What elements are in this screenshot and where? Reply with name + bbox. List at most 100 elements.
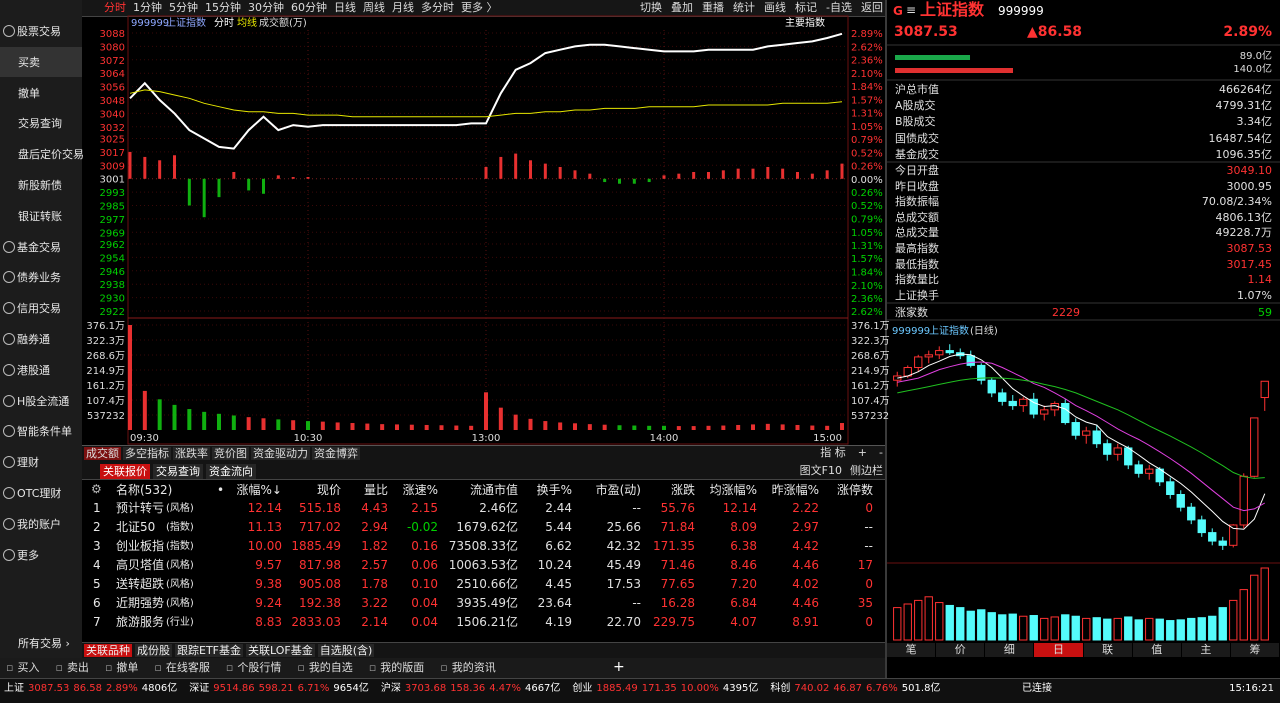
bottom-tab[interactable]: 关联品种 [84,644,132,657]
row-name[interactable]: 预计转亏 [116,501,165,515]
column-header[interactable]: 市盈(动) [595,483,641,497]
volume-bar [617,425,622,430]
menu-item[interactable]: 盘后定价交易 [18,148,84,162]
menu-item[interactable]: 基金交易 [17,240,61,254]
tool-button[interactable]: 统计 [733,1,756,14]
indicator-tab[interactable]: 成交额 [84,447,121,460]
action[interactable]: ▫ 我的版面 [369,662,424,673]
tool-button[interactable]: 画线 [764,1,787,14]
column-header[interactable]: 涨速% [402,483,438,497]
menu-item[interactable]: OTC理财 [17,487,62,500]
indicator-tool[interactable]: + [857,446,868,459]
row-name[interactable]: 旅游服务 [116,615,165,629]
tool-button[interactable]: 切换 [640,1,663,14]
indicator-tab[interactable]: 资金驱动力 [251,447,310,460]
indicator-tab[interactable]: 多空指标 [123,447,171,460]
column-header[interactable]: 涨跌 [670,483,695,497]
bottom-tab[interactable]: 自选股(含) [317,644,375,657]
daily-tab[interactable]: 日 [1034,643,1083,657]
bottom-tab[interactable]: 跟踪ETF基金 [175,644,243,657]
menu-item[interactable]: 理财 [17,456,39,470]
period-tab[interactable]: 分时 [104,1,126,14]
menu-item[interactable]: 银证转账 [18,209,62,223]
period-tab[interactable]: 月线 [392,1,414,14]
menu-item[interactable]: 新股新债 [18,179,62,192]
add-button[interactable]: + [613,659,625,675]
table-tool[interactable]: 图文F10 [799,464,842,477]
daily-tab[interactable]: 主 [1181,643,1230,657]
column-header[interactable]: 流通市值 [469,483,518,497]
menu-footer[interactable]: 所有交易 › [18,637,70,650]
menu-item[interactable]: 智能条件单 [17,425,72,439]
action[interactable]: ▫ 我的资讯 [440,662,495,673]
row-name[interactable]: 近期强势 [116,596,165,610]
period-tab[interactable]: 5分钟 [169,1,198,14]
tool-button[interactable]: 标记 [795,1,818,14]
row-name[interactable]: 北证50 [116,520,156,534]
action[interactable]: ▫ 买入 [6,662,39,673]
menu-item[interactable]: 股票交易 [17,25,61,38]
column-header[interactable]: 均涨幅% [709,483,757,497]
menu-item[interactable]: 买卖 [18,55,40,69]
daily-tab[interactable]: 细 [985,643,1034,657]
tool-button[interactable]: 叠加 [671,1,694,14]
table-tool[interactable]: 侧边栏 [850,464,883,477]
tool-button[interactable]: -自选 [826,1,852,14]
period-tab[interactable]: 多分时 [421,1,454,14]
table-tab[interactable]: 资金流向 [206,464,256,479]
menu-item[interactable]: 债券业务 [17,271,61,285]
menu-item[interactable]: 更多 [17,548,39,562]
row-name[interactable]: 送转超跌 [116,577,165,591]
column-header[interactable]: 换手% [536,483,572,497]
indicator-tool[interactable]: - [879,446,883,459]
table-cell: 6.62 [545,539,572,553]
menu-item[interactable]: 融券通 [17,333,50,346]
action[interactable]: ▫ 我的自选 [297,662,352,673]
action[interactable]: ▫ 撤单 [105,662,138,673]
column-header[interactable]: 量比 [363,483,388,497]
column-header[interactable]: • [217,483,225,497]
menu-item[interactable]: 我的账户 [17,517,61,531]
menu-item[interactable]: 信用交易 [17,302,61,316]
tool-button[interactable]: 返回 [861,1,883,14]
action[interactable]: ▫ 个股行情 [226,662,281,673]
candle-body [1113,447,1122,455]
table-tab[interactable]: 交易查询 [153,464,203,479]
indicator-tab[interactable]: 竞价图 [212,447,249,460]
daily-tab[interactable]: 筹 [1230,643,1279,657]
action[interactable]: ▫ 在线客服 [154,662,209,673]
menu-item[interactable]: H股全流通 [17,394,70,408]
period-tab[interactable]: 更多 〉 [461,1,498,14]
daily-tab[interactable]: 价 [936,643,985,657]
indicator-tab[interactable]: 资金博弈 [312,447,360,460]
column-header[interactable]: 现价 [316,483,341,497]
menu-item[interactable]: 港股通 [17,363,50,377]
column-header[interactable]: 涨停数 [836,483,873,497]
indicator-tool[interactable]: 指 标 [820,446,846,459]
row-name[interactable]: 创业板指 [116,539,165,553]
table-tab[interactable]: 关联报价 [100,464,150,479]
period-tab[interactable]: 30分钟 [248,1,284,14]
period-tab[interactable]: 周线 [363,1,385,14]
daily-tab[interactable]: 联 [1083,643,1132,657]
bottom-tab[interactable]: 成份股 [135,644,172,657]
volume-bar [528,418,533,430]
menu-item[interactable]: 撤单 [18,86,40,100]
column-header[interactable]: 昨涨幅% [771,483,819,497]
tool-button[interactable]: 重播 [702,1,725,14]
period-tab[interactable]: 日线 [334,1,356,14]
indicator-tab[interactable]: 涨跌率 [173,447,210,460]
quote-menu[interactable]: ≡ [906,3,917,17]
y2-tick-label: 0.79% [851,215,883,226]
daily-tab[interactable]: 值 [1132,643,1181,657]
row-name[interactable]: 高贝塔值 [116,558,165,572]
period-tab[interactable]: 15分钟 [205,1,241,14]
bottom-tab[interactable]: 关联LOF基金 [246,644,315,657]
column-header[interactable]: 涨幅%↓ [236,483,282,497]
daily-tab[interactable]: 笔 [887,643,936,657]
column-header[interactable]: 名称(532) [116,483,173,497]
period-tab[interactable]: 60分钟 [291,1,327,14]
menu-item[interactable]: 交易查询 [18,117,62,131]
period-tab[interactable]: 1分钟 [133,1,162,14]
action[interactable]: ▫ 卖出 [55,662,88,673]
